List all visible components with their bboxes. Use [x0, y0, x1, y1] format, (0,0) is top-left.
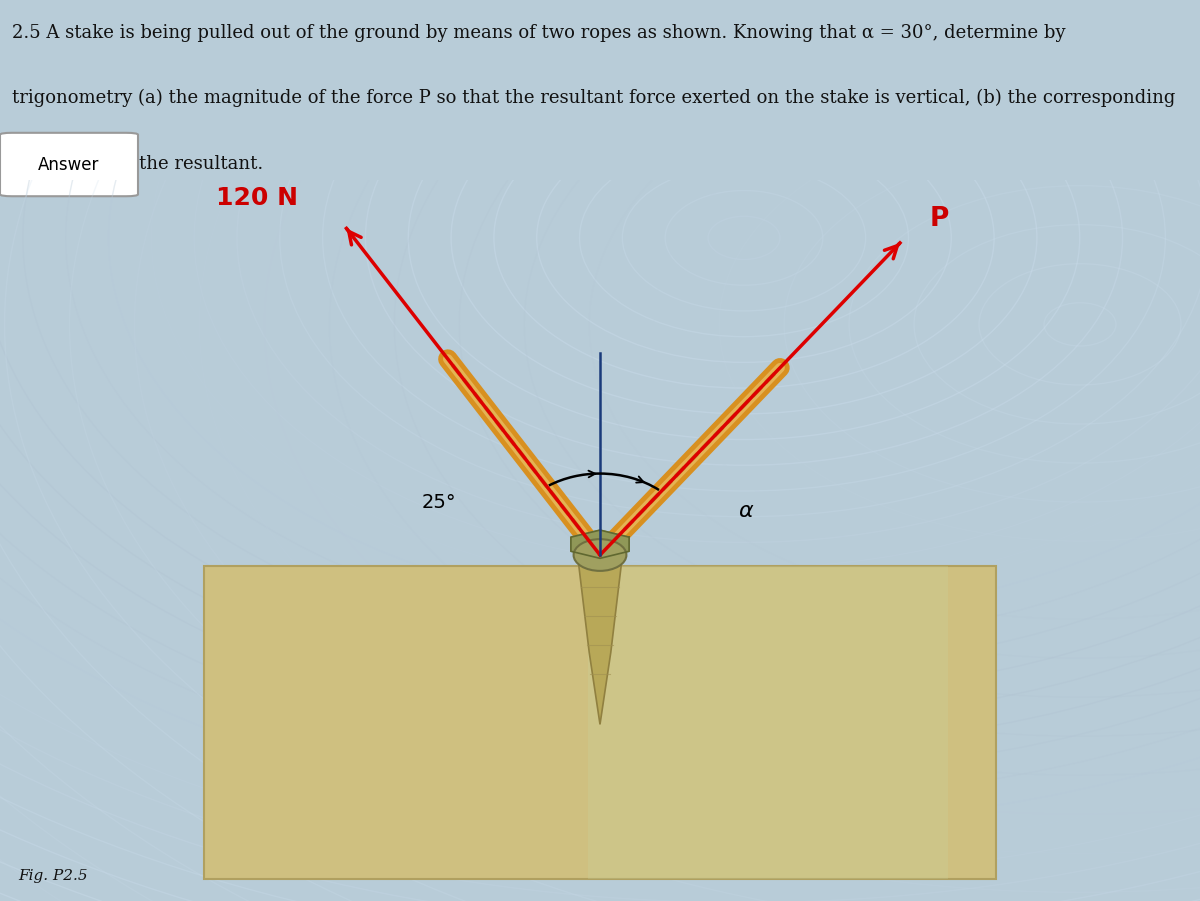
Text: α: α — [738, 501, 752, 521]
FancyBboxPatch shape — [0, 132, 138, 196]
Text: 2.5 A stake is being pulled out of the ground by means of two ropes as shown. Kn: 2.5 A stake is being pulled out of the g… — [12, 23, 1066, 41]
Text: Fig. P2.5: Fig. P2.5 — [18, 869, 88, 883]
Bar — [204, 566, 996, 879]
Circle shape — [574, 539, 626, 571]
Text: Answer: Answer — [37, 156, 100, 174]
Text: 25°: 25° — [421, 493, 456, 512]
Text: magnitude of the resultant.: magnitude of the resultant. — [12, 155, 263, 173]
Text: P: P — [930, 206, 949, 232]
Polygon shape — [571, 530, 629, 559]
Text: 120 N: 120 N — [216, 187, 299, 210]
Polygon shape — [578, 562, 622, 724]
Bar — [588, 566, 948, 879]
Text: trigonometry (a) the magnitude of the force P so that the resultant force exerte: trigonometry (a) the magnitude of the fo… — [12, 89, 1175, 107]
